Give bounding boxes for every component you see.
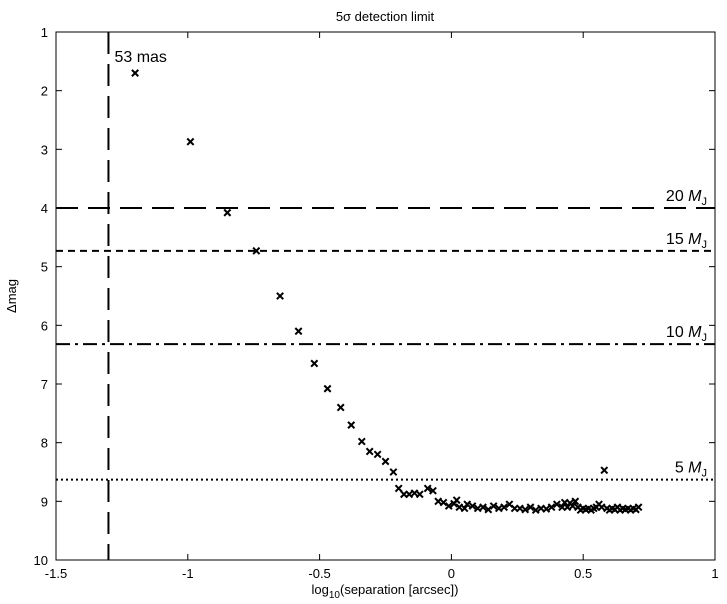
data-point	[223, 208, 232, 217]
reference-label-separation: 53 mas	[114, 49, 166, 66]
data-point	[429, 486, 437, 495]
data-point	[489, 502, 498, 510]
data-point	[600, 466, 609, 475]
data-point	[410, 489, 419, 498]
data-point	[552, 500, 561, 509]
data-point	[423, 484, 432, 493]
data-points	[131, 69, 643, 515]
data-point	[439, 498, 448, 507]
data-point	[405, 490, 414, 499]
data-point	[389, 468, 398, 476]
data-point	[463, 500, 472, 509]
data-point	[473, 504, 482, 513]
data-point	[542, 505, 551, 513]
data-point	[516, 504, 524, 513]
reference-lines	[56, 32, 715, 560]
data-point	[568, 502, 577, 510]
reference-label-15-mj: 15 MJ	[666, 231, 707, 251]
reference-label-5-mj: 5 MJ	[675, 460, 707, 480]
y-tick-label: 10	[34, 553, 48, 568]
y-tick-label: 8	[41, 436, 48, 451]
data-point	[186, 137, 195, 146]
y-tick-label: 7	[41, 377, 48, 392]
data-point	[479, 503, 487, 512]
data-point	[310, 359, 319, 368]
y-tick-label: 5	[41, 260, 48, 275]
x-tick-label: 0.5	[574, 566, 592, 581]
data-point	[381, 457, 390, 466]
x-tick-label: -1	[182, 566, 194, 581]
data-point	[415, 490, 424, 499]
data-point	[460, 504, 469, 513]
plot-frame	[55, 31, 716, 561]
y-axis-label: Δmag	[4, 279, 19, 313]
data-point	[444, 502, 453, 510]
data-point	[347, 421, 356, 429]
data-point	[563, 503, 572, 512]
y-tick-label: 4	[41, 201, 48, 216]
data-point	[357, 437, 366, 446]
reference-label-10-mj: 10 MJ	[666, 324, 707, 344]
y-tick-label: 3	[41, 142, 48, 157]
y-tick-label: 6	[41, 318, 48, 333]
data-point	[365, 447, 374, 456]
data-point	[484, 505, 493, 514]
data-point	[373, 450, 382, 459]
y-tick-label: 1	[41, 25, 48, 40]
data-point	[455, 503, 464, 512]
x-axis-ticks: -1.5 -1 -0.5 0 0.5 1	[45, 32, 719, 581]
data-point	[597, 503, 606, 512]
data-point	[434, 497, 443, 506]
data-point	[323, 384, 332, 393]
data-point	[494, 504, 503, 513]
x-axis-label: log10(separation [arcsec])	[312, 582, 459, 601]
reference-label-20-mj: 20 MJ	[666, 188, 707, 208]
data-point	[521, 505, 530, 514]
chart-title: 5σ detection limit	[336, 9, 435, 24]
data-point	[468, 502, 477, 510]
data-point	[294, 327, 303, 336]
y-tick-label: 2	[41, 84, 48, 99]
data-point	[276, 292, 284, 300]
data-point	[571, 497, 580, 506]
data-point	[547, 503, 556, 512]
data-point	[131, 69, 139, 77]
data-point	[252, 246, 261, 255]
data-point	[531, 506, 540, 515]
data-point	[336, 403, 345, 412]
x-tick-label: 1	[711, 566, 718, 581]
y-tick-label: 9	[41, 494, 48, 509]
x-tick-label: -0.5	[308, 566, 330, 581]
reference-labels: 53 mas 20 MJ 15 MJ 10 MJ 5 MJ	[114, 49, 707, 480]
data-point	[500, 503, 509, 512]
x-tick-label: 0	[448, 566, 455, 581]
x-tick-label: -1.5	[45, 566, 67, 581]
data-point	[634, 503, 643, 512]
data-point	[526, 503, 535, 512]
data-point	[394, 484, 403, 493]
y-axis-ticks: 1 2 3 4 5 6 7 8 9 10	[34, 25, 715, 568]
data-point	[452, 496, 461, 505]
